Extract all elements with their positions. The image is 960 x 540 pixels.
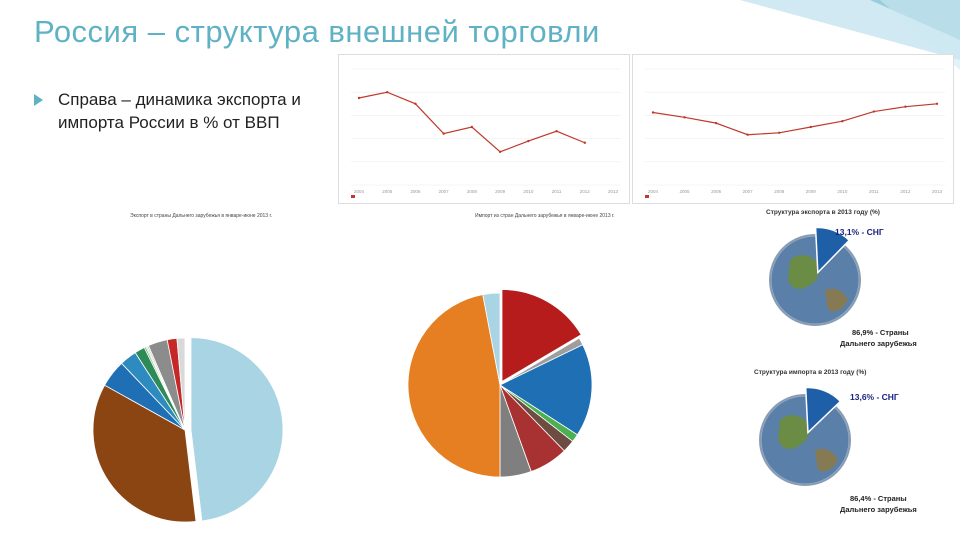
x-tick-label: 2005 bbox=[382, 189, 393, 194]
data-point bbox=[872, 110, 876, 113]
imp-cis-label: 13,6% - СНГ bbox=[850, 392, 899, 402]
x-tick-label: 2012 bbox=[900, 189, 911, 194]
bullet-label: Справа – динамика экспорта и импорта Рос… bbox=[58, 90, 301, 132]
legend-swatch bbox=[645, 195, 649, 198]
structure-globes: Структура экспорта в 2013 году (%) Струк… bbox=[754, 209, 917, 514]
x-tick-label: 2011 bbox=[869, 189, 879, 194]
bullet-text: Справа – динамика экспорта и импорта Рос… bbox=[34, 88, 324, 134]
line-panel-export: 2004 2005 2006 2007 2008 2009 2010 2011 2012 2013 bbox=[338, 54, 630, 204]
export-pie-chart: Экспорт в страны Дальнего зарубежья в ян… bbox=[92, 213, 284, 523]
x-tick-label: 2008 bbox=[774, 189, 785, 194]
x-tick-label: 2004 bbox=[354, 189, 365, 194]
pie-slice bbox=[501, 289, 582, 383]
legend-swatch bbox=[351, 195, 355, 198]
export-line-chart: 2004 2005 2006 2007 2008 2009 2010 2011 2012 2013 bbox=[351, 68, 621, 198]
import-pie-chart: Импорт из стран Дальнего зарубежья в янв… bbox=[407, 213, 615, 478]
x-tick-label: 2011 bbox=[552, 189, 562, 194]
exp-far-label-a: 86,9% - Страны bbox=[852, 328, 909, 337]
data-point bbox=[386, 91, 389, 94]
data-point bbox=[498, 150, 502, 154]
series-line bbox=[652, 103, 938, 136]
import-pie-title: Импорт из стран Дальнего зарубежья в янв… bbox=[475, 213, 615, 219]
data-point bbox=[778, 131, 781, 134]
pie-slice bbox=[176, 337, 186, 431]
data-point bbox=[470, 125, 474, 129]
slide-title: Россия – структура внешней торговли bbox=[34, 14, 600, 49]
x-tick-label: 2012 bbox=[580, 189, 591, 194]
x-tick-label: 2010 bbox=[523, 189, 534, 194]
export-globe: 13,1% - СНГ 86,9% - Страны Дальнего зару… bbox=[768, 226, 917, 348]
data-point bbox=[935, 102, 939, 105]
data-point bbox=[583, 141, 586, 144]
pie-slice bbox=[407, 294, 501, 478]
x-tick-label: 2010 bbox=[837, 189, 848, 194]
exp-cis-slice bbox=[814, 226, 851, 275]
exp-cis-label: 13,1% - СНГ bbox=[835, 227, 884, 237]
bullet-arrow-icon bbox=[34, 94, 43, 106]
data-point bbox=[651, 111, 655, 114]
x-tick-label: 2008 bbox=[467, 189, 478, 194]
import-globe: 13,6% - СНГ 86,4% - Страны Дальнего зару… bbox=[758, 386, 917, 514]
pie-slice bbox=[482, 292, 501, 386]
data-point bbox=[442, 132, 445, 135]
data-point bbox=[555, 129, 558, 133]
data-point bbox=[904, 105, 907, 108]
x-tick-label: 2007 bbox=[743, 189, 754, 194]
data-point bbox=[357, 96, 361, 100]
x-tick-label: 2013 bbox=[932, 189, 943, 194]
x-tick-label: 2005 bbox=[680, 189, 691, 194]
x-tick-label: 2013 bbox=[608, 189, 619, 194]
data-point bbox=[746, 133, 749, 136]
data-point bbox=[809, 125, 812, 129]
data-point bbox=[527, 139, 530, 143]
exp-far-label-b: Дальнего зарубежья bbox=[840, 339, 917, 348]
x-tick-label: 2006 bbox=[410, 189, 421, 194]
x-tick-label: 2009 bbox=[495, 189, 506, 194]
x-tick-label: 2004 bbox=[648, 189, 659, 194]
data-point bbox=[841, 120, 844, 123]
imp-far-label-b: Дальнего зарубежья bbox=[840, 505, 917, 514]
export-pie-title: Экспорт в страны Дальнего зарубежья в ян… bbox=[130, 213, 272, 219]
import-line-chart: 2004 2005 2006 2007 2008 2009 2010 2011 2012 2013 bbox=[645, 68, 945, 198]
data-point bbox=[683, 116, 686, 119]
pie-slice bbox=[92, 384, 197, 523]
x-tick-label: 2007 bbox=[439, 189, 450, 194]
series-line bbox=[358, 91, 586, 153]
x-tick-label: 2006 bbox=[711, 189, 722, 194]
imp-far-label-a: 86,4% - Страны bbox=[850, 494, 907, 503]
line-panel-import: 2004 2005 2006 2007 2008 2009 2010 2011 2012 2013 bbox=[632, 54, 954, 204]
exp-struct-title: Структура экспорта в 2013 году (%) bbox=[766, 209, 880, 216]
data-point bbox=[414, 102, 417, 105]
imp-cis-slice bbox=[804, 386, 842, 435]
data-point bbox=[714, 121, 718, 125]
imp-struct-title: Структура импорта в 2013 году (%) bbox=[754, 369, 866, 376]
pie-slice bbox=[499, 344, 593, 436]
pie-slice bbox=[190, 337, 284, 522]
x-tick-label: 2009 bbox=[806, 189, 817, 194]
